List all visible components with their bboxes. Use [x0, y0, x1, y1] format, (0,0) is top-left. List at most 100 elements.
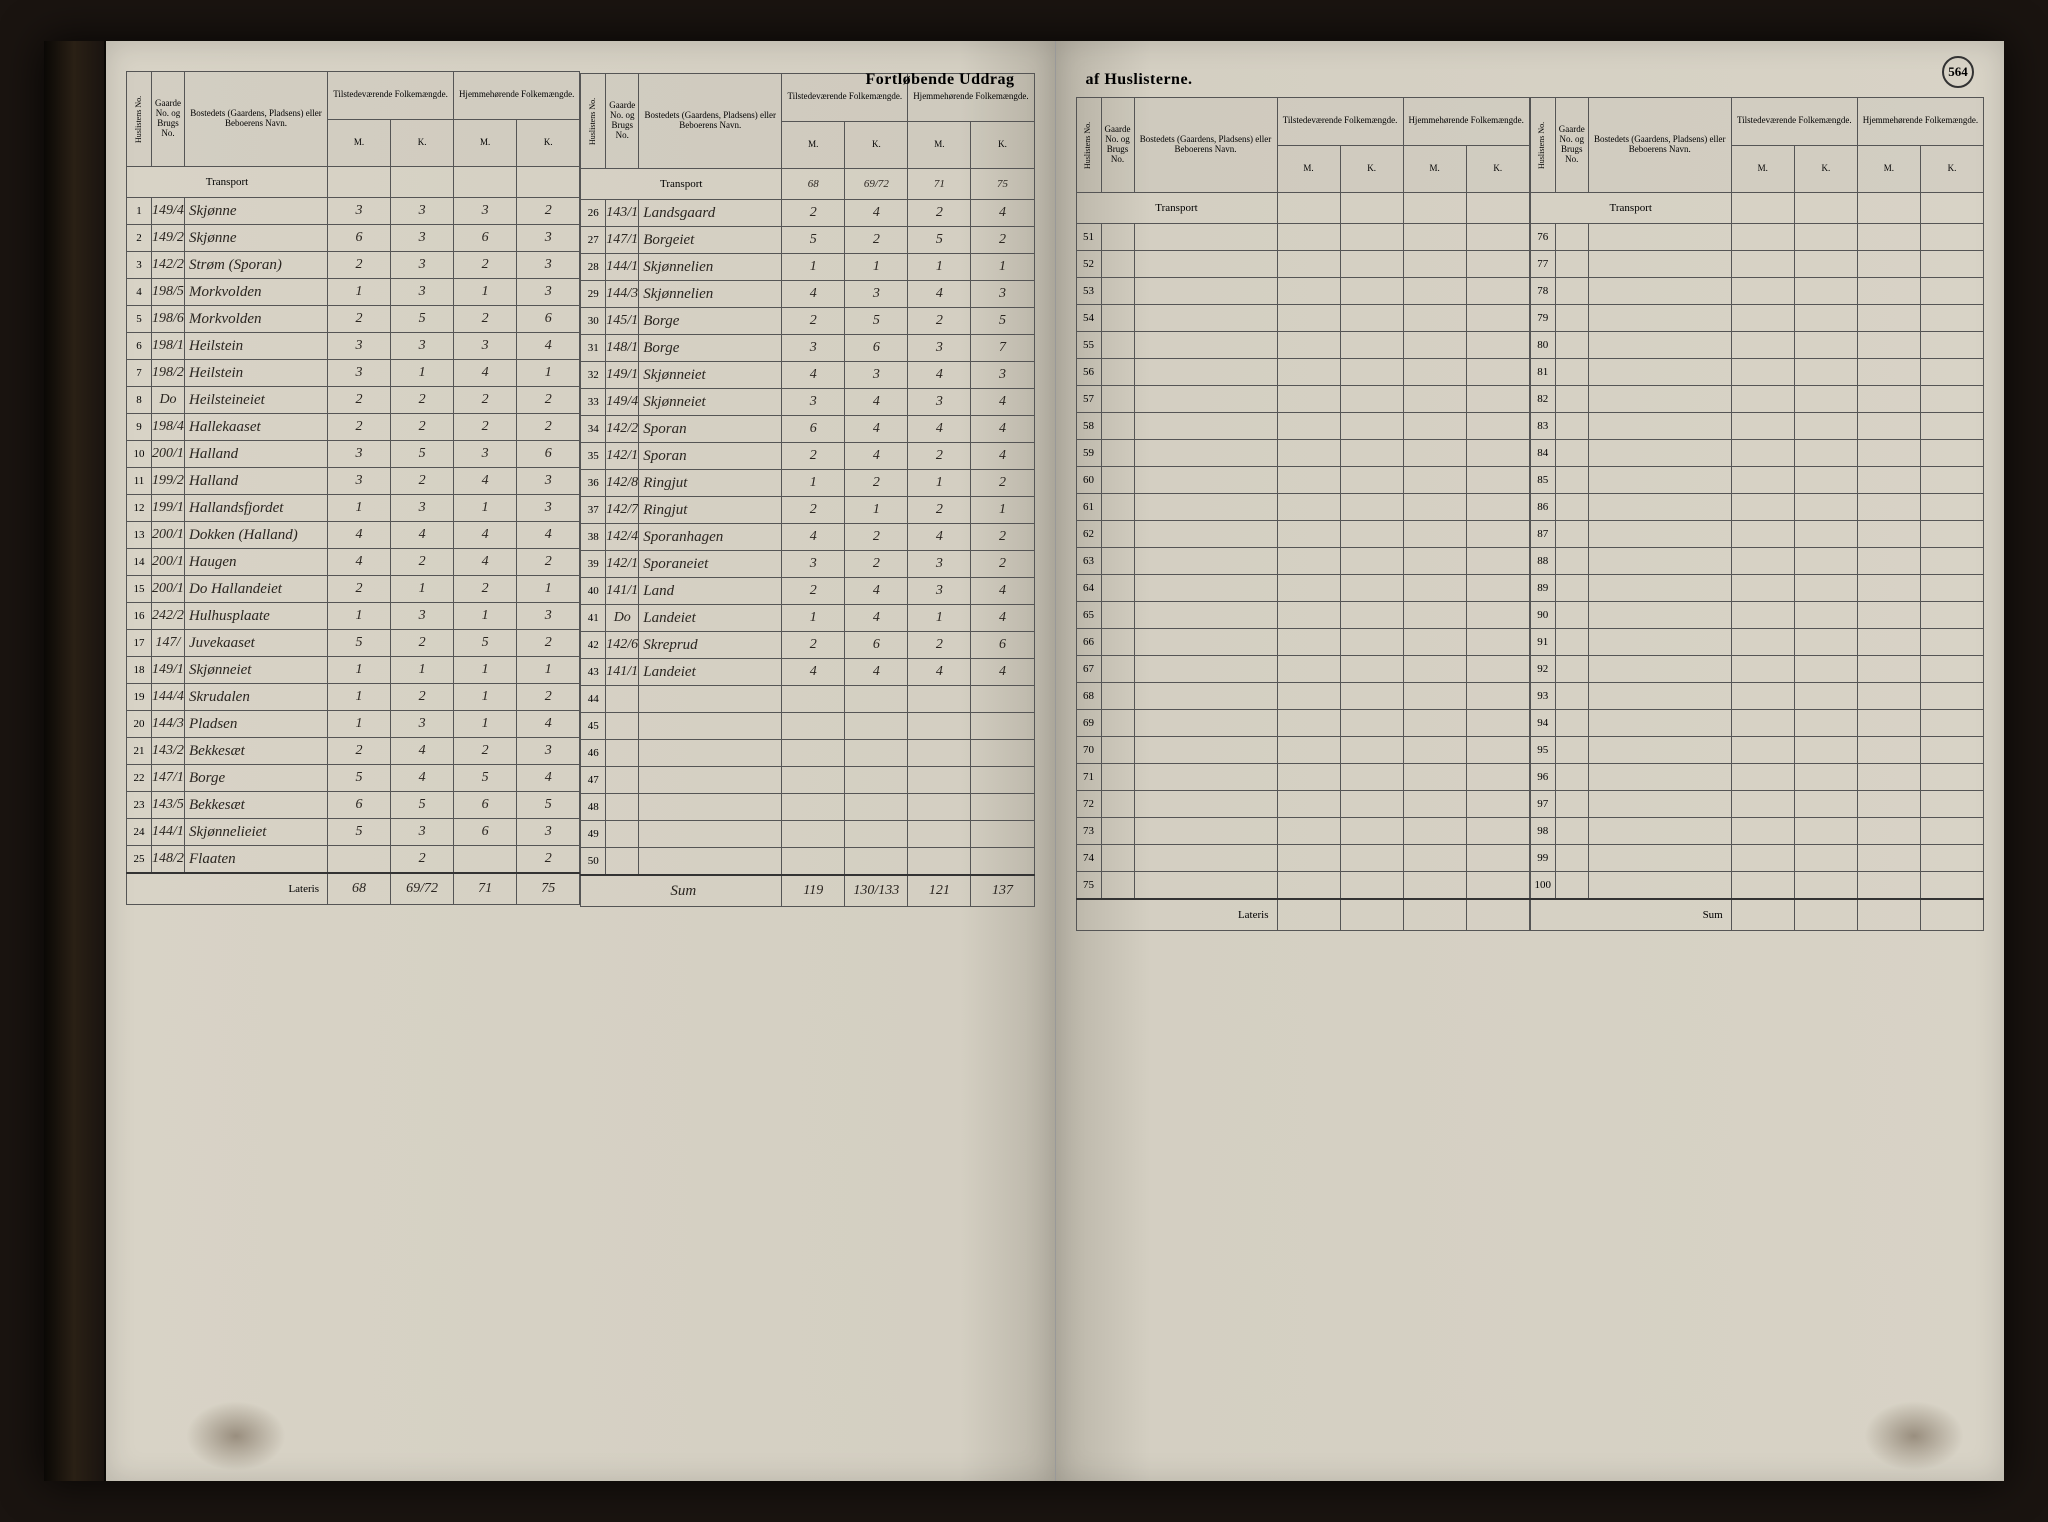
hjemme-k: [971, 767, 1034, 794]
hjemme-m: 3: [454, 198, 517, 225]
table-row: 76: [1530, 224, 1983, 251]
hjemme-k: 2: [517, 414, 580, 441]
header-m: M.: [328, 119, 391, 167]
place-name: Haugen: [185, 549, 328, 576]
tilstede-m: 4: [782, 524, 845, 551]
place-name: Sporan: [639, 443, 782, 470]
table-row: 91: [1530, 629, 1983, 656]
hjemme-k: 6: [517, 306, 580, 333]
hjemme-m: 1: [454, 684, 517, 711]
tilstede-m: 4: [782, 362, 845, 389]
gaard-number: 147/1: [152, 765, 185, 792]
tilstede-m: 1: [328, 279, 391, 306]
gaard-number: Do: [152, 387, 185, 414]
table-row: 4198/5Morkvolden1313: [127, 279, 580, 306]
row-number: 84: [1530, 440, 1555, 467]
tilstede-k: [845, 848, 908, 876]
lateris-val: 75: [517, 873, 580, 905]
gaard-number: 144/1: [606, 254, 639, 281]
gaard-number: 198/6: [152, 306, 185, 333]
row-number: 32: [581, 362, 606, 389]
table-row: 99: [1530, 845, 1983, 872]
row-number: 62: [1076, 521, 1101, 548]
tilstede-m: [782, 686, 845, 713]
row-number: 50: [581, 848, 606, 876]
tilstede-k: 4: [845, 416, 908, 443]
row-number: 6: [127, 333, 152, 360]
row-number: 76: [1530, 224, 1555, 251]
hjemme-k: 2: [971, 551, 1034, 578]
right-block-d: Huslistens No. Gaarde No. og Brugs No. B…: [1530, 97, 1984, 931]
hjemme-k: 3: [517, 738, 580, 765]
row-number: 85: [1530, 467, 1555, 494]
place-name: Halland: [185, 468, 328, 495]
header-k: K.: [391, 119, 454, 167]
place-name: Sporan: [639, 416, 782, 443]
tilstede-k: 3: [391, 819, 454, 846]
table-row: 27147/1Borgeiet5252: [581, 227, 1034, 254]
hjemme-m: 2: [454, 387, 517, 414]
table-row: 60: [1076, 467, 1529, 494]
hjemme-k: 2: [971, 470, 1034, 497]
tilstede-m: 2: [782, 443, 845, 470]
header-m: M.: [454, 119, 517, 167]
table-row: 50: [581, 848, 1034, 876]
tilstede-k: 3: [845, 281, 908, 308]
hjemme-k: 5: [971, 308, 1034, 335]
row-number: 11: [127, 468, 152, 495]
row-number: 43: [581, 659, 606, 686]
row-number: 13: [127, 522, 152, 549]
tilstede-m: 5: [328, 630, 391, 657]
hjemme-m: 4: [454, 360, 517, 387]
hjemme-m: 5: [908, 227, 971, 254]
tilstede-m: 2: [328, 306, 391, 333]
tilstede-m: 2: [782, 497, 845, 524]
table-row: 65: [1076, 602, 1529, 629]
hjemme-m: 1: [908, 605, 971, 632]
tilstede-k: 4: [845, 200, 908, 227]
table-row: 1149/4Skjønne3332: [127, 198, 580, 225]
table-row: 69: [1076, 710, 1529, 737]
gaard-number: Do: [606, 605, 639, 632]
table-row: 40141/1Land2434: [581, 578, 1034, 605]
tilstede-k: 3: [391, 225, 454, 252]
gaard-number: 141/1: [606, 578, 639, 605]
hjemme-m: [908, 821, 971, 848]
tilstede-k: 3: [391, 333, 454, 360]
row-number: 51: [1076, 224, 1101, 251]
row-number: 65: [1076, 602, 1101, 629]
gaard-number: 142/6: [606, 632, 639, 659]
tilstede-m: 1: [328, 684, 391, 711]
tilstede-m: 3: [328, 333, 391, 360]
row-number: 45: [581, 713, 606, 740]
gaard-number: 149/1: [152, 657, 185, 684]
hjemme-k: 2: [971, 524, 1034, 551]
gaard-number: 149/4: [606, 389, 639, 416]
table-row: 63: [1076, 548, 1529, 575]
table-row: 51: [1076, 224, 1529, 251]
tilstede-m: 4: [328, 549, 391, 576]
tilstede-k: 5: [391, 441, 454, 468]
hjemme-k: [971, 713, 1034, 740]
hjemme-k: 3: [971, 281, 1034, 308]
gaard-number: 142/7: [606, 497, 639, 524]
hjemme-k: 3: [517, 252, 580, 279]
row-number: 59: [1076, 440, 1101, 467]
hjemme-m: 1: [454, 657, 517, 684]
table-row: 30145/1Borge2525: [581, 308, 1034, 335]
tilstede-k: 2: [391, 387, 454, 414]
gaard-number: 242/2: [152, 603, 185, 630]
gaard-number: 142/8: [606, 470, 639, 497]
tilstede-k: 3: [845, 362, 908, 389]
tilstede-k: 3: [391, 711, 454, 738]
table-row: 9198/4Hallekaaset2222: [127, 414, 580, 441]
row-number: 38: [581, 524, 606, 551]
tilstede-m: 6: [782, 416, 845, 443]
table-row: 39142/1Sporaneiet3232: [581, 551, 1034, 578]
tilstede-k: 3: [391, 198, 454, 225]
gaard-number: 148/1: [606, 335, 639, 362]
tilstede-k: 2: [391, 549, 454, 576]
row-number: 14: [127, 549, 152, 576]
row-number: 61: [1076, 494, 1101, 521]
hjemme-k: [971, 686, 1034, 713]
